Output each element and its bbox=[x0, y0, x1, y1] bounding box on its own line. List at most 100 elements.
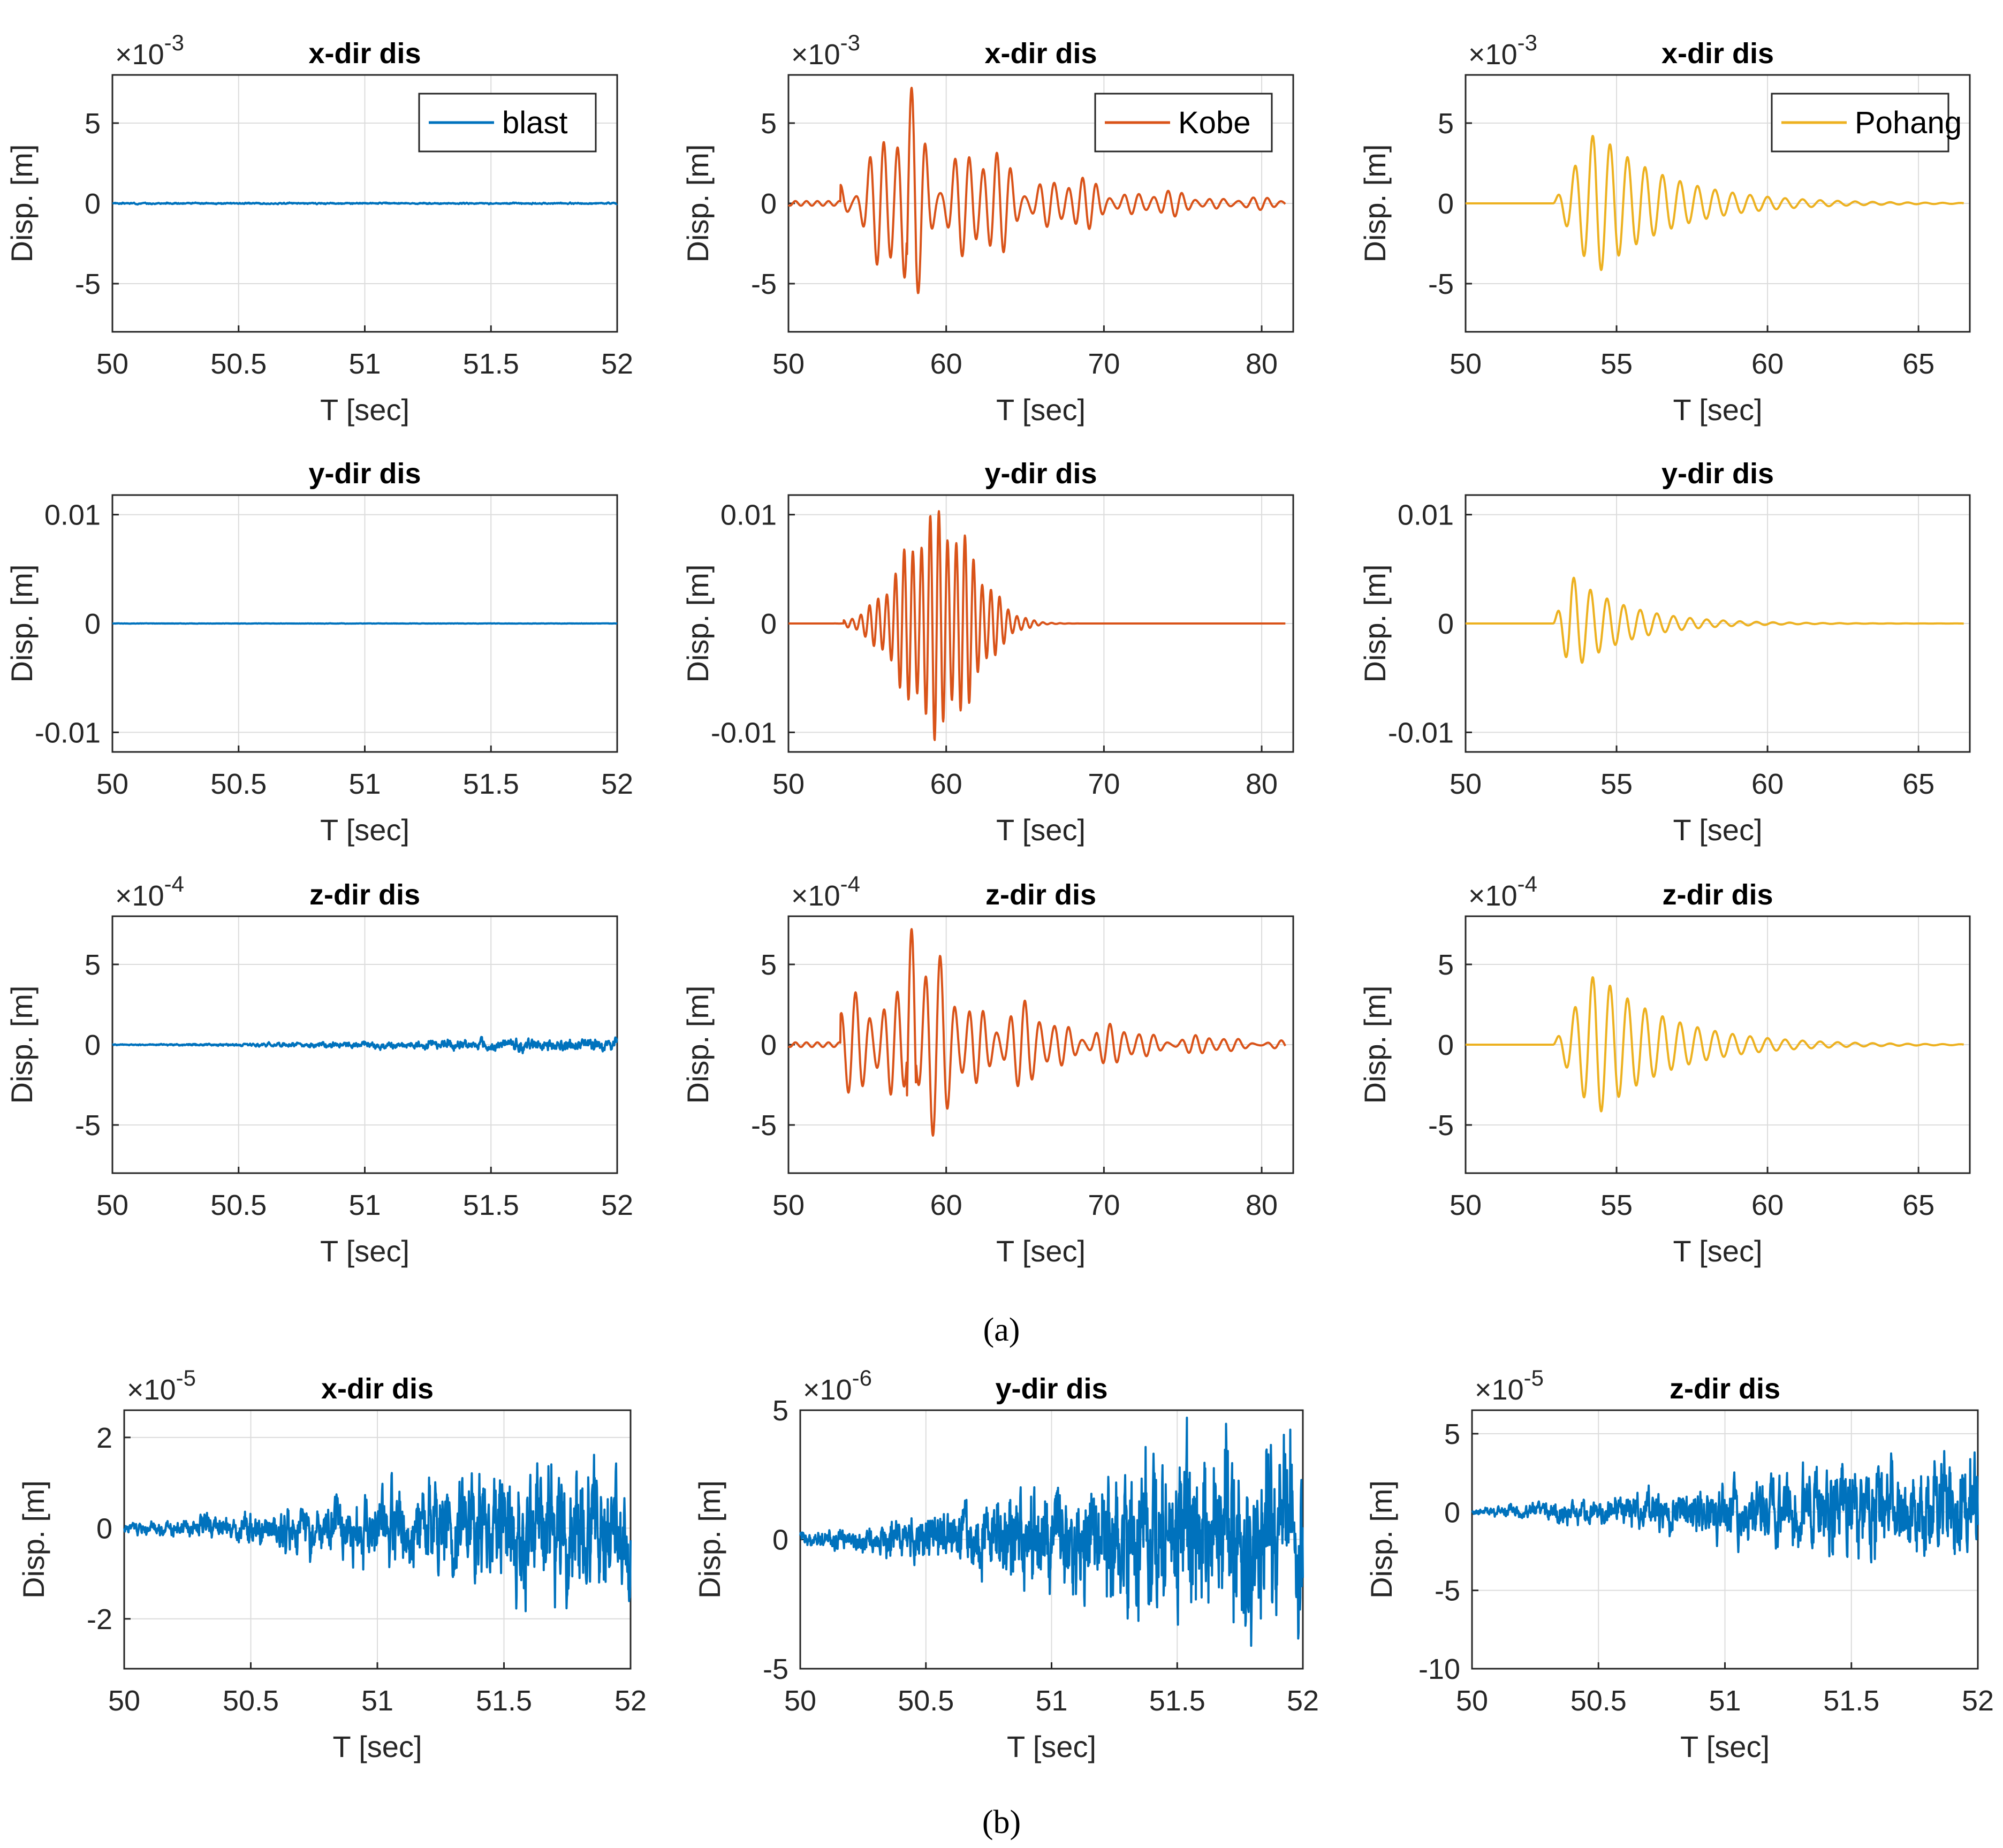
y-axis-label: Disp. [m] bbox=[1364, 1480, 1398, 1599]
y-tick-label: 0 bbox=[1438, 608, 1454, 640]
chart-a-kobe-x: 50 60 70 80 -5 0 5 x-dir dis T [sec] Disp. [m] ×10… bbox=[681, 30, 1294, 427]
chart-title: z-dir dis bbox=[309, 879, 420, 911]
axis-exponent-label: ×10-4 bbox=[1468, 871, 1537, 912]
axes-border bbox=[111, 915, 618, 1174]
x-tick-label: 52 bbox=[1287, 1685, 1319, 1717]
x-axis-label: T [sec] bbox=[320, 393, 409, 427]
x-tick-label: 60 bbox=[930, 1189, 962, 1221]
chart-title: x-dir dis bbox=[1661, 37, 1774, 70]
series-line-blast bbox=[111, 201, 618, 206]
series-line-kobe bbox=[787, 510, 1286, 741]
x-tick-label: 65 bbox=[1902, 348, 1934, 380]
axes-border bbox=[787, 915, 1294, 1174]
y-axis-label: Disp. [m] bbox=[1358, 145, 1392, 263]
axes-border bbox=[123, 1409, 632, 1670]
y-tick-label: 5 bbox=[85, 108, 101, 140]
axis-exponent-label: ×10-3 bbox=[1468, 30, 1537, 71]
x-tick-label: 51 bbox=[348, 348, 381, 380]
x-tick-label: 52 bbox=[1962, 1685, 1994, 1717]
y-tick-label: 5 bbox=[761, 949, 777, 981]
series-line-blast bbox=[1471, 1450, 1979, 1564]
y-tick-label: 2 bbox=[96, 1422, 112, 1454]
y-tick-label: -5 bbox=[75, 1109, 101, 1142]
y-tick-label: 5 bbox=[1438, 949, 1454, 981]
y-axis-label: Disp. [m] bbox=[5, 986, 39, 1104]
x-tick-label: 70 bbox=[1088, 768, 1120, 800]
x-tick-label: 51 bbox=[1035, 1685, 1067, 1717]
x-tick-label: 51 bbox=[1709, 1685, 1741, 1717]
x-tick-label: 50.5 bbox=[1570, 1685, 1627, 1717]
chart-a-blast-z: 50 50.5 51 51.5 52 -5 0 5 z-dir dis T [sec] Disp. … bbox=[5, 871, 633, 1268]
axis-exponent-label: ×10-4 bbox=[115, 871, 184, 912]
series-line-kobe bbox=[787, 87, 1286, 294]
y-axis-label: Disp. [m] bbox=[681, 986, 715, 1104]
series-line-pohang bbox=[1465, 576, 1965, 664]
chart-a-blast-y: 50 50.5 51 51.5 52 -0.01 0 0.01 y-dir dis T [sec]… bbox=[5, 458, 633, 847]
x-tick-label: 50.5 bbox=[898, 1685, 954, 1717]
y-tick-label: 5 bbox=[1438, 108, 1454, 140]
axis-exponent-label: ×10-4 bbox=[791, 871, 860, 912]
y-tick-label: 0 bbox=[1438, 1029, 1454, 1061]
x-tick-label: 60 bbox=[930, 348, 962, 380]
axis-exponent-label: ×10-5 bbox=[127, 1365, 196, 1406]
chart-title: x-dir dis bbox=[308, 37, 421, 70]
x-tick-label: 51.5 bbox=[1149, 1685, 1205, 1717]
series-line-blast bbox=[111, 1036, 618, 1054]
x-tick-label: 50 bbox=[772, 1189, 805, 1221]
x-tick-label: 60 bbox=[1751, 348, 1784, 380]
x-tick-label: 70 bbox=[1088, 348, 1120, 380]
chart-title: y-dir dis bbox=[995, 1373, 1107, 1405]
series-line-pohang bbox=[1465, 135, 1965, 271]
chart-a-pohang-x: 50 55 60 65 -5 0 5 x-dir dis T [sec] Disp. [m] ×10… bbox=[1358, 30, 1971, 427]
chart-b-blast-x: 50 50.5 51 51.5 52 -2 0 2 x-dir dis T [sec] Disp. … bbox=[17, 1365, 647, 1763]
x-tick-label: 52 bbox=[614, 1685, 647, 1717]
y-tick-label: 0.01 bbox=[44, 499, 101, 531]
y-tick-label: 0.01 bbox=[720, 499, 777, 531]
x-tick-label: 50.5 bbox=[210, 768, 267, 800]
y-tick-label: 5 bbox=[772, 1395, 788, 1427]
x-tick-label: 80 bbox=[1246, 1189, 1278, 1221]
x-axis-label: T [sec] bbox=[1673, 393, 1762, 427]
series-line-blast bbox=[123, 1454, 632, 1613]
chart-b-blast-y: 50 50.5 51 51.5 52 -5 0 5 y-dir dis T [sec] Disp. … bbox=[693, 1365, 1319, 1763]
axis-exponent-label: ×10-3 bbox=[115, 30, 184, 71]
x-tick-label: 50 bbox=[96, 1189, 128, 1221]
caption-b: (b) bbox=[982, 1804, 1021, 1841]
y-tick-label: 0 bbox=[1444, 1496, 1460, 1528]
x-tick-label: 50.5 bbox=[210, 1189, 267, 1221]
y-tick-label: -2 bbox=[87, 1603, 112, 1636]
y-axis-label: Disp. [m] bbox=[17, 1480, 50, 1599]
x-tick-label: 52 bbox=[601, 348, 633, 380]
axes-border bbox=[1471, 1409, 1979, 1670]
x-tick-label: 50 bbox=[1450, 348, 1482, 380]
y-tick-label: -10 bbox=[1418, 1653, 1460, 1685]
chart-a-kobe-y: 50 60 70 80 -0.01 0 0.01 y-dir dis T [sec] Disp. … bbox=[681, 458, 1294, 847]
series-line-pohang bbox=[1465, 976, 1965, 1113]
x-tick-label: 50 bbox=[108, 1685, 140, 1717]
chart-title: y-dir dis bbox=[308, 458, 421, 490]
caption-a: (a) bbox=[983, 1312, 1020, 1348]
x-tick-label: 50 bbox=[1450, 1189, 1482, 1221]
chart-b-blast-z: 50 50.5 51 51.5 52 -10 -5 0 5 z-dir dis T [sec] Dis… bbox=[1364, 1365, 1994, 1763]
chart-title: y-dir dis bbox=[984, 458, 1097, 490]
legend-label: Kobe bbox=[1178, 105, 1250, 140]
chart-a-blast-x: 50 50.5 51 51.5 52 -5 0 5 x-dir dis T [sec] Disp. … bbox=[5, 30, 633, 427]
y-axis-label: Disp. [m] bbox=[693, 1480, 726, 1599]
y-tick-label: -5 bbox=[1428, 1109, 1454, 1142]
y-tick-label: 0 bbox=[85, 1029, 101, 1061]
x-axis-label: T [sec] bbox=[996, 393, 1086, 427]
y-tick-label: -5 bbox=[1428, 268, 1454, 300]
x-tick-label: 50 bbox=[1450, 768, 1482, 800]
x-tick-label: 50.5 bbox=[210, 348, 267, 380]
x-tick-label: 55 bbox=[1600, 768, 1633, 800]
chart-a-pohang-y: 50 55 60 65 -0.01 0 0.01 y-dir dis T [sec] Disp. … bbox=[1358, 458, 1971, 847]
legend: Pohang bbox=[1771, 93, 1962, 153]
y-tick-label: -5 bbox=[1435, 1575, 1460, 1607]
x-tick-label: 65 bbox=[1902, 1189, 1934, 1221]
y-tick-label: 0 bbox=[85, 608, 101, 640]
y-tick-label: 0 bbox=[761, 608, 777, 640]
x-tick-label: 51 bbox=[348, 1189, 381, 1221]
x-tick-label: 52 bbox=[601, 768, 633, 800]
axes-border bbox=[787, 74, 1294, 333]
series-line-blast bbox=[799, 1417, 1304, 1647]
